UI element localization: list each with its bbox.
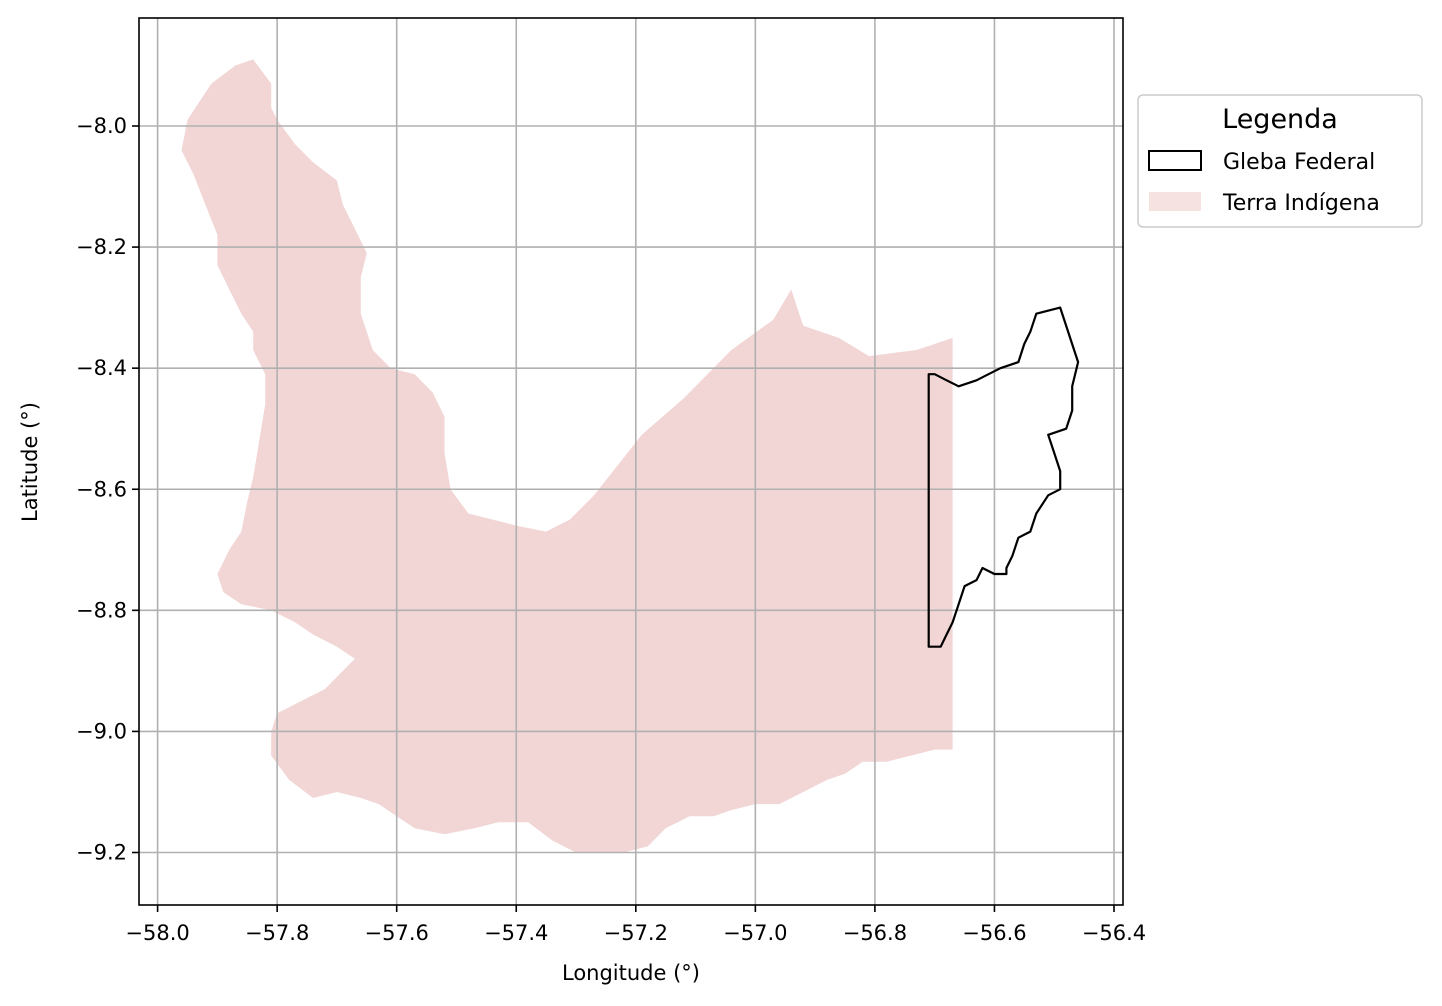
x-tick-label: −56.8 — [843, 921, 907, 945]
map-plot-area: −58.0 −57.8 −57.6 −57.4 −57.2 −57.0 −56.8 −56.6… — [76, 17, 1146, 945]
legend: Legenda Gleba Federal Terra Indígena — [1137, 94, 1423, 228]
y-tick-label: −8.6 — [76, 477, 127, 501]
y-tick-label: −8.4 — [76, 356, 127, 380]
y-tick-label: −8.8 — [76, 598, 127, 622]
y-tick-label: −8.2 — [76, 235, 127, 259]
x-tick-label: −57.6 — [365, 921, 429, 945]
y-tick-label: −8.0 — [76, 114, 127, 138]
y-tick-label: −9.0 — [76, 719, 127, 743]
legend-gleba-federal-swatch — [1148, 150, 1202, 171]
legend-box — [1137, 94, 1423, 228]
x-tick-label: −57.0 — [723, 921, 787, 945]
legend-title: Legenda — [1222, 104, 1338, 135]
x-tick-label: −57.2 — [604, 921, 668, 945]
legend-terra-indigena-label: Terra Indígena — [1222, 191, 1380, 216]
x-tick-label: −56.4 — [1082, 921, 1146, 945]
axes-frame — [138, 17, 1124, 906]
x-axis-label: Longitude (°) — [562, 961, 700, 985]
y-tick-label: −9.2 — [76, 841, 127, 865]
legend-gleba-federal-label: Gleba Federal — [1223, 150, 1375, 175]
x-tick-label: −57.4 — [484, 921, 548, 945]
x-tick-label: −56.6 — [962, 921, 1026, 945]
terra-indigena-polygon — [181, 59, 953, 853]
x-tick-label: −57.8 — [245, 921, 309, 945]
y-axis-label: Latitude (°) — [18, 402, 42, 522]
x-tick-label: −58.0 — [125, 921, 189, 945]
gleba-federal-polygon — [927, 306, 1080, 648]
legend-terra-indigena-swatch — [1149, 192, 1201, 211]
